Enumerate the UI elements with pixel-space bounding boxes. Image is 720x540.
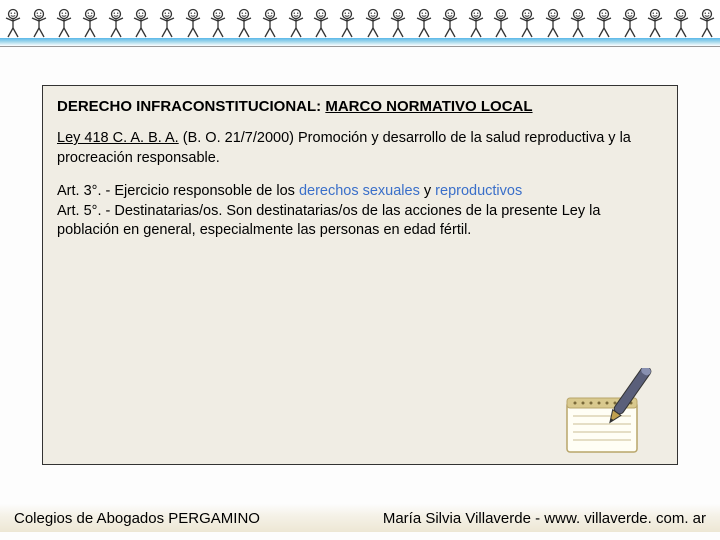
- stick-figure-icon: [28, 8, 50, 38]
- stick-figure-icon: [670, 8, 692, 38]
- articles-block: Art. 3°. - Ejercicio responsoble de los …: [57, 182, 663, 241]
- article-5: Art. 5°. - Destinatarias/os. Son destina…: [57, 202, 663, 241]
- pen-notepad-illustration: [549, 368, 669, 458]
- stick-figure-icon: [233, 8, 255, 38]
- stick-figure-icon: [490, 8, 512, 38]
- highlight-derechos: derechos sexuales: [299, 183, 420, 199]
- stick-figure-icon: [567, 8, 589, 38]
- title-suffix: MARCO NORMATIVO LOCAL: [325, 98, 532, 115]
- highlight-reproductivos: reproductivos: [435, 183, 522, 199]
- stick-figure-icon: [542, 8, 564, 38]
- footer: Colegios de Abogados PERGAMINO María Sil…: [0, 504, 720, 532]
- stick-figure-icon: [259, 8, 281, 38]
- stick-figure-icon: [156, 8, 178, 38]
- stick-figure-icon: [696, 8, 718, 38]
- stick-figure-icon: [644, 8, 666, 38]
- header-divider: [0, 46, 720, 47]
- stick-figure-border: [0, 0, 720, 38]
- stick-figure-icon: [516, 8, 538, 38]
- header-gradient: [0, 38, 720, 46]
- stick-figure-icon: [465, 8, 487, 38]
- stick-figure-icon: [413, 8, 435, 38]
- stick-figure-icon: [285, 8, 307, 38]
- stick-figure-icon: [207, 8, 229, 38]
- title-prefix: DERECHO INFRACONSTITUCIONAL: [57, 98, 316, 115]
- stick-figure-icon: [336, 8, 358, 38]
- box-title: DERECHO INFRACONSTITUCIONAL: MARCO NORMA…: [57, 98, 663, 115]
- law-reference: Ley 418 C. A. B. A.: [57, 130, 179, 146]
- stick-figure-icon: [362, 8, 384, 38]
- footer-left: Colegios de Abogados PERGAMINO: [14, 510, 260, 527]
- stick-figure-icon: [310, 8, 332, 38]
- stick-figure-icon: [2, 8, 24, 38]
- footer-right: María Silvia Villaverde - www. villaverd…: [383, 510, 706, 527]
- stick-figure-icon: [105, 8, 127, 38]
- stick-figure-icon: [387, 8, 409, 38]
- law-paragraph: Ley 418 C. A. B. A. (B. O. 21/7/2000) Pr…: [57, 129, 663, 168]
- content-box: DERECHO INFRACONSTITUCIONAL: MARCO NORMA…: [42, 85, 678, 465]
- stick-figure-icon: [79, 8, 101, 38]
- stick-figure-icon: [53, 8, 75, 38]
- stick-figure-icon: [619, 8, 641, 38]
- stick-figure-icon: [593, 8, 615, 38]
- stick-figure-icon: [130, 8, 152, 38]
- article-3: Art. 3°. - Ejercicio responsoble de los …: [57, 182, 663, 202]
- stick-figure-icon: [182, 8, 204, 38]
- stick-figure-icon: [439, 8, 461, 38]
